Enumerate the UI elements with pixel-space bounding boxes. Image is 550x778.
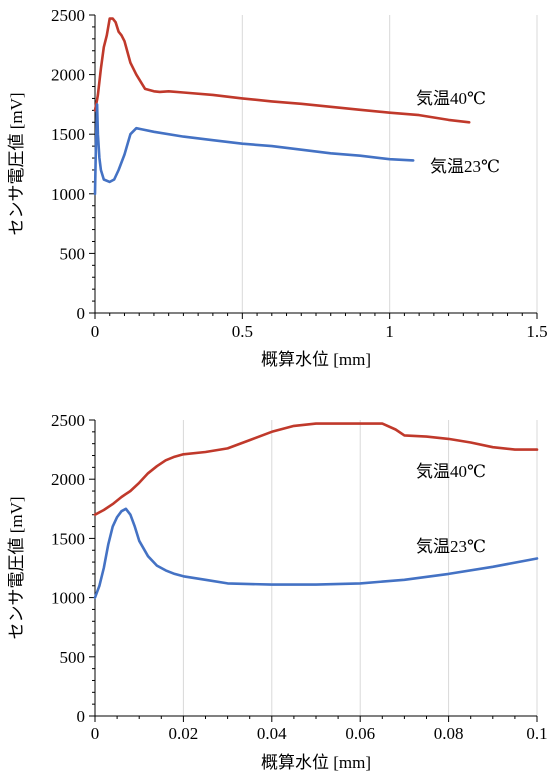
series-line-23c bbox=[93, 507, 539, 599]
y-tick-label: 1500 bbox=[51, 125, 85, 144]
y-axis-label: センサ電圧値 [mV] bbox=[7, 92, 26, 235]
y-tick-label: 1000 bbox=[51, 589, 85, 608]
x-tick-label: 1.5 bbox=[526, 322, 547, 341]
x-tick-label: 0.06 bbox=[345, 724, 375, 743]
lower-chart: 0 500 1000 1500 2000 2500 0 0.02 0.04 0.06 0.08 0.1… bbox=[7, 411, 548, 772]
y-axis-label: センサ電圧値 [mV] bbox=[7, 496, 26, 639]
x-tick-label: 0 bbox=[91, 322, 100, 341]
x-tick-label: 0.02 bbox=[169, 724, 199, 743]
y-tick-label: 2000 bbox=[51, 66, 85, 85]
series-label-23c: 気温23℃ bbox=[430, 157, 500, 176]
y-tick-label: 500 bbox=[60, 244, 86, 263]
series-label-23c: 気温23℃ bbox=[416, 537, 486, 556]
x-axis-label: 概算水位 [mm] bbox=[261, 753, 371, 772]
series-label-40c: 気温40℃ bbox=[416, 462, 486, 481]
y-tick-label: 2000 bbox=[51, 470, 85, 489]
y-tick-label: 500 bbox=[60, 648, 86, 667]
y-tick-label: 1500 bbox=[51, 529, 85, 548]
y-tick-label: 1000 bbox=[51, 185, 85, 204]
series-line-23c bbox=[93, 103, 415, 196]
x-tick-label: 0.08 bbox=[434, 724, 464, 743]
x-tick-label: 0.5 bbox=[232, 322, 253, 341]
y-tick-label: 0 bbox=[77, 707, 86, 726]
upper-chart: 0 500 1000 1500 2000 2500 0 0.5 1 1.5 概算水位 [mm] センサ… bbox=[7, 6, 548, 369]
y-tick-label: 0 bbox=[77, 304, 86, 323]
x-tick-label: 0.04 bbox=[257, 724, 287, 743]
x-tick-label: 0.1 bbox=[526, 724, 547, 743]
y-tick-label: 2500 bbox=[51, 411, 85, 430]
x-tick-label: 0 bbox=[91, 724, 100, 743]
y-tick-label: 2500 bbox=[51, 6, 85, 25]
x-axis-label: 概算水位 [mm] bbox=[261, 350, 371, 369]
series-label-40c: 気温40℃ bbox=[416, 89, 486, 108]
x-tick-label: 1 bbox=[385, 322, 394, 341]
series-line-40c bbox=[93, 422, 539, 516]
series-line-40c bbox=[93, 17, 471, 124]
